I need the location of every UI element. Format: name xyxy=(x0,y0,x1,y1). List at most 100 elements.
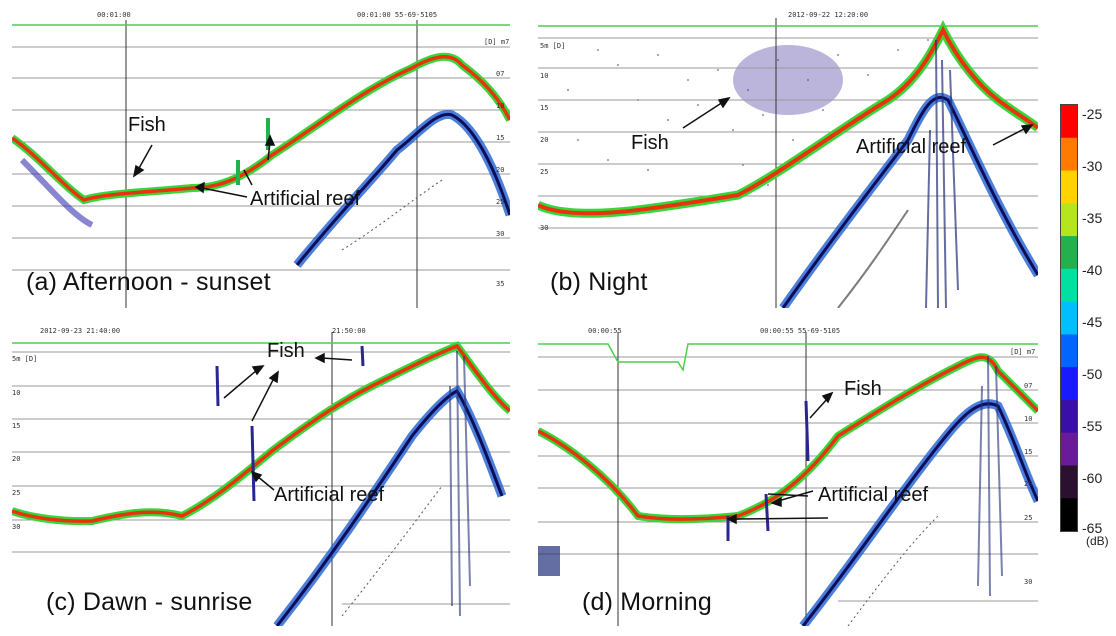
colorbar-swatch xyxy=(1061,105,1077,139)
panel-caption: (c) Dawn - sunrise xyxy=(46,588,253,616)
second-multipath xyxy=(847,515,939,626)
header-time-right: 00:00:55 55-69-5105 xyxy=(760,327,841,335)
multipath-echo-inner xyxy=(275,389,504,626)
fish-label: Fish xyxy=(267,340,305,362)
colorbar-tick: -45 xyxy=(1082,314,1103,330)
depth-label: 5m [D] xyxy=(540,42,566,50)
multipath-echo-inner xyxy=(295,112,510,266)
echogram-d xyxy=(538,332,1038,626)
depth-label: 30 xyxy=(496,230,505,238)
depth-label: 20 xyxy=(1024,480,1033,488)
depth-gridlines xyxy=(12,46,510,271)
second-multipath xyxy=(341,485,443,617)
colorbar-gradient xyxy=(1061,105,1077,532)
seabed-echo-core xyxy=(538,25,1038,216)
colorbar-tick: -25 xyxy=(1082,106,1103,122)
header-time-left: 00:00:55 xyxy=(588,327,622,335)
seabed-fill-left xyxy=(538,546,560,576)
depth-label: 25 xyxy=(540,168,549,176)
reef-column xyxy=(925,39,959,308)
colorbar-swatch xyxy=(1061,137,1077,172)
second-multipath xyxy=(837,209,909,308)
depth-label: 15 xyxy=(496,134,505,142)
colorbar-swatch xyxy=(1061,236,1077,270)
panel-caption: (b) Night xyxy=(550,268,648,296)
echogram-panel-b: 2012-09-22 12:20:00 5m [D] 10 15 20 25 3… xyxy=(538,10,1038,308)
panel-caption: (d) Morning xyxy=(582,588,713,616)
colorbar-tick: -30 xyxy=(1082,158,1103,174)
depth-label: 15 xyxy=(540,104,549,112)
depth-label: 10 xyxy=(540,72,549,80)
depth-gridlines xyxy=(12,351,510,605)
fish-trace xyxy=(215,345,365,502)
fish-label: Fish xyxy=(128,114,166,136)
colorbar-tick: -55 xyxy=(1082,418,1103,434)
annotation-arrows xyxy=(682,96,1034,146)
fish-school xyxy=(733,45,843,115)
depth-label: 20 xyxy=(540,136,549,144)
echogram-b xyxy=(538,18,1038,308)
echogram-c xyxy=(12,332,510,626)
header-time-left: 2012-09-23 21:40:00 xyxy=(40,327,121,335)
depth-label: [D] m7 xyxy=(1010,348,1036,356)
header-time-right: 21:50:00 xyxy=(332,327,366,335)
artificial-reef-label: Artificial reef xyxy=(274,484,385,506)
time-markers xyxy=(617,332,807,626)
colorbar-unit: (dB) xyxy=(1086,534,1109,548)
annotation-arrows xyxy=(726,391,834,525)
annotation-arrows xyxy=(223,352,353,491)
colorbar-swatch xyxy=(1061,203,1077,237)
artificial-reef-label: Artificial reef xyxy=(818,484,929,506)
colorbar xyxy=(1060,104,1078,532)
header-time-left: 00:01:00 xyxy=(97,11,131,19)
depth-label: 5m [D] xyxy=(12,355,38,363)
depth-label: 25 xyxy=(12,489,21,497)
colorbar-tick: -65 xyxy=(1082,520,1103,536)
header-time-left: 2012-09-22 12:20:00 xyxy=(788,11,869,19)
colorbar-swatch xyxy=(1061,367,1077,401)
depth-label: 10 xyxy=(496,102,505,110)
colorbar-swatch xyxy=(1061,170,1077,204)
colorbar-swatch xyxy=(1061,268,1077,303)
depth-gridlines xyxy=(538,356,1038,602)
fish-label: Fish xyxy=(844,378,882,400)
header-time-right: 00:01:00 55-69-5105 xyxy=(357,11,438,19)
reef-column xyxy=(977,355,1003,597)
artificial-reef-label: Artificial reef xyxy=(250,188,361,210)
seabed-tail xyxy=(19,157,94,228)
depth-label: 25 xyxy=(1024,514,1033,522)
echogram-a xyxy=(12,20,510,308)
depth-label: 30 xyxy=(1024,578,1033,586)
annotation-arrows xyxy=(132,134,276,198)
depth-label: 30 xyxy=(540,224,549,232)
colorbar-swatch xyxy=(1061,334,1077,368)
seabed-echo-core xyxy=(538,355,1038,521)
echogram-panel-a: 00:01:00 00:01:00 55-69-5105 [D] m7 07 1… xyxy=(12,10,510,308)
time-markers xyxy=(125,20,418,308)
depth-label: 15 xyxy=(1024,448,1033,456)
colorbar-swatch xyxy=(1061,465,1077,499)
depth-label: 07 xyxy=(1024,382,1033,390)
colorbar-swatch xyxy=(1061,498,1077,532)
fish-label: Fish xyxy=(631,132,669,154)
echogram-panel-d: 00:00:55 00:00:55 55-69-5105 [D] m7 07 1… xyxy=(538,326,1038,626)
reef-column xyxy=(449,350,471,617)
second-multipath xyxy=(341,179,443,251)
depth-label: 30 xyxy=(12,523,21,531)
colorbar-swatch xyxy=(1061,301,1077,335)
colorbar-tick: -50 xyxy=(1082,366,1103,382)
seabed-echo-core xyxy=(12,55,510,202)
multipath-echo-inner xyxy=(801,402,1038,626)
echogram-panel-c: 2012-09-23 21:40:00 21:50:00 5m [D] 10 1… xyxy=(12,326,510,626)
artificial-reef-label: Artificial reef xyxy=(856,136,967,158)
surface-line xyxy=(538,343,1038,373)
multipath-echo xyxy=(779,93,1038,308)
multipath-echo-inner xyxy=(781,96,1038,308)
colorbar-swatch xyxy=(1061,432,1077,466)
seabed-echo-green xyxy=(12,341,510,526)
depth-label: 35 xyxy=(496,280,505,288)
depth-label: [D] m7 xyxy=(484,38,510,46)
depth-label: 15 xyxy=(12,422,21,430)
colorbar-tick: -60 xyxy=(1082,470,1103,486)
depth-label: 10 xyxy=(12,389,21,397)
